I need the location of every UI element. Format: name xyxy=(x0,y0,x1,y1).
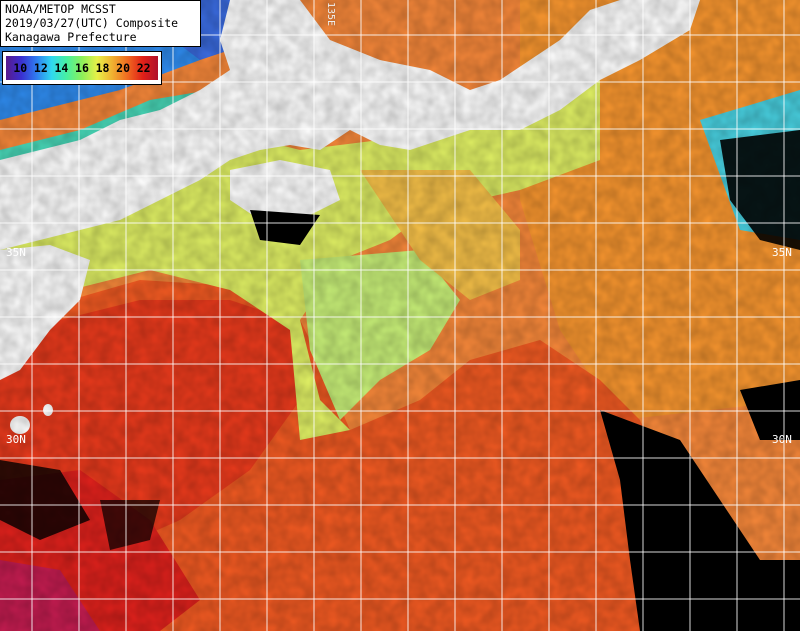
temperature-legend: 10 12 14 16 18 20 22 xyxy=(2,51,162,85)
legend-label-22: 22 xyxy=(136,61,151,75)
legend-label-16: 16 xyxy=(75,61,89,75)
legend-label-14: 14 xyxy=(54,61,69,75)
lon-label-135e: 135E xyxy=(325,2,336,27)
title-panel: NOAA/METOP MCSST 2019/03/27(UTC) Composi… xyxy=(0,0,201,47)
legend-label-12: 12 xyxy=(33,61,48,75)
title-line-region: Kanagawa Prefecture xyxy=(5,30,137,44)
lat-label-35n-right: 35N xyxy=(772,246,792,259)
temperature-color-bar: 10 12 14 16 18 20 22 xyxy=(6,56,158,80)
legend-label-20: 20 xyxy=(116,61,131,75)
lat-label-30n-right: 30N xyxy=(772,433,792,446)
lat-label-30n-left: 30N xyxy=(6,433,26,446)
title-line-date: 2019/03/27(UTC) Composite xyxy=(5,16,179,30)
legend-label-18: 18 xyxy=(95,61,110,75)
lat-label-35n-left: 35N xyxy=(6,246,26,259)
legend-label-10: 10 xyxy=(13,61,28,75)
title-line-sensor: NOAA/METOP MCSST xyxy=(5,2,116,16)
